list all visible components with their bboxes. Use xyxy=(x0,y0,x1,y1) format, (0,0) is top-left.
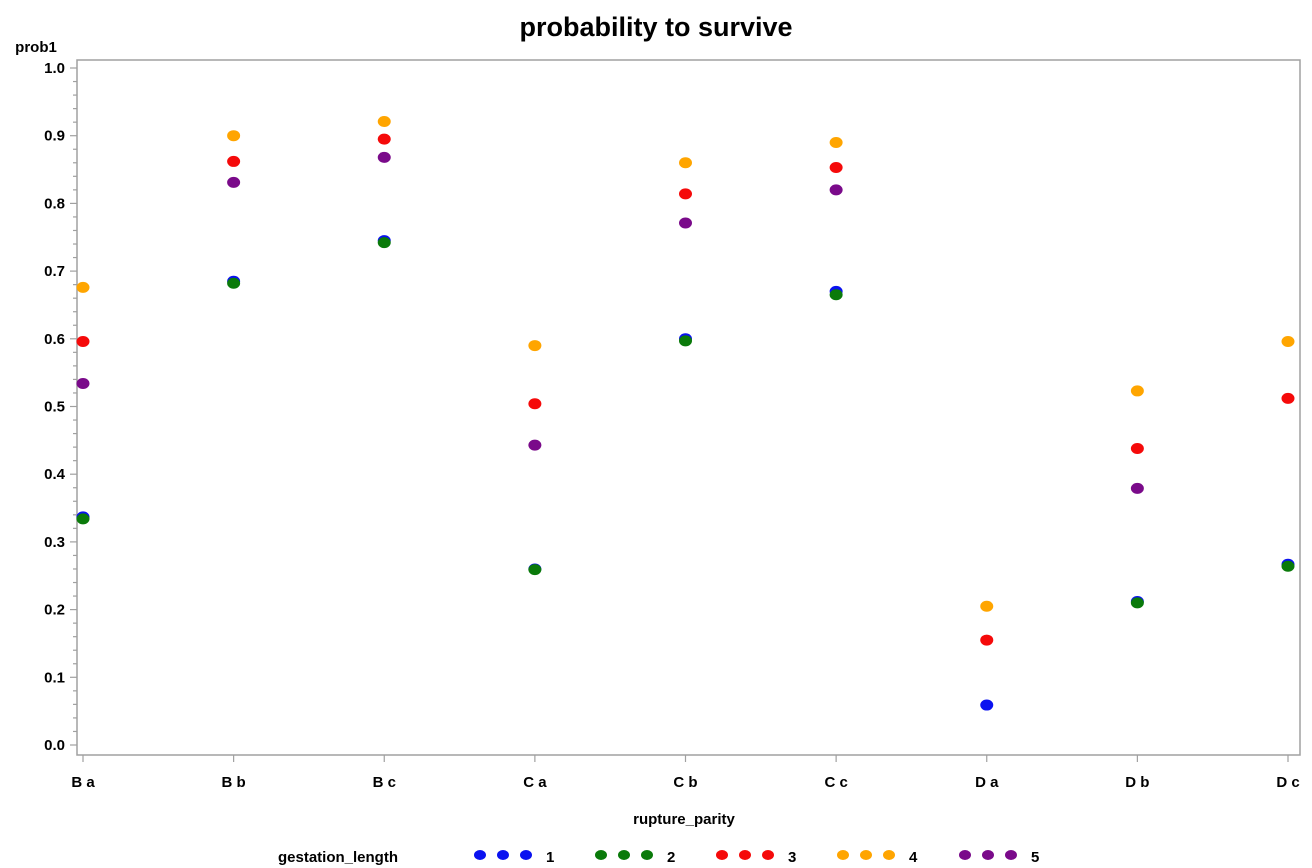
data-point-series-2 xyxy=(76,513,90,525)
data-point-series-2 xyxy=(1130,597,1144,609)
data-point-series-3 xyxy=(528,398,542,410)
y-axis-label: prob1 xyxy=(15,39,57,56)
legend: gestation_length 1 2 3 4 5 xyxy=(278,849,1039,866)
legend-label-4: 4 xyxy=(909,849,918,866)
legend-marker-5 xyxy=(1005,850,1017,860)
y-tick-label: 0.6 xyxy=(44,331,65,348)
data-point-series-4 xyxy=(227,130,241,142)
data-point-series-3 xyxy=(377,133,391,145)
y-tick-label: 0.4 xyxy=(44,466,66,483)
x-tick-label: B a xyxy=(71,774,95,791)
data-point-series-2 xyxy=(679,335,692,347)
data-point-series-2 xyxy=(1281,560,1295,572)
legend-label-5: 5 xyxy=(1031,849,1039,866)
y-tick-label: 0.5 xyxy=(44,399,65,416)
legend-marker-3 xyxy=(762,850,774,860)
data-point-series-3 xyxy=(829,162,843,174)
data-point-series-5 xyxy=(528,439,542,451)
legend-marker-1 xyxy=(474,850,486,860)
data-point-series-5 xyxy=(76,377,90,389)
legend-label-3: 3 xyxy=(788,849,796,866)
data-point-series-4 xyxy=(528,340,542,352)
data-point-series-2 xyxy=(377,237,391,249)
data-point-series-4 xyxy=(1281,336,1295,348)
data-point-series-1 xyxy=(980,699,994,711)
data-point-series-5 xyxy=(1130,482,1144,494)
legend-marker-2 xyxy=(618,850,630,860)
data-point-series-2 xyxy=(829,289,843,301)
y-tick-label: 0.9 xyxy=(44,128,65,145)
y-tick-label: 0.0 xyxy=(44,737,65,754)
legend-label-1: 1 xyxy=(546,849,554,866)
legend-title: gestation_length xyxy=(278,849,398,866)
x-tick-label: C b xyxy=(673,774,697,791)
legend-marker-4 xyxy=(883,850,895,860)
x-tick-label: C a xyxy=(523,774,547,791)
y-tick-label: 0.1 xyxy=(44,669,65,686)
x-tick-label: D c xyxy=(1276,774,1299,791)
data-point-series-5 xyxy=(377,151,391,163)
legend-marker-2 xyxy=(641,850,653,860)
y-tick-label: 0.8 xyxy=(44,195,65,212)
data-point-series-2 xyxy=(528,564,542,576)
data-point-series-3 xyxy=(227,155,241,167)
data-point-series-4 xyxy=(76,281,90,293)
y-tick-label: 0.2 xyxy=(44,602,65,619)
x-tick-label: B b xyxy=(222,774,246,791)
x-tick-label: D a xyxy=(975,774,999,791)
plot-frame xyxy=(76,59,1301,756)
data-point-series-4 xyxy=(980,600,994,612)
legend-marker-3 xyxy=(716,850,728,860)
data-point-series-5 xyxy=(829,184,843,196)
legend-marker-3 xyxy=(739,850,751,860)
data-points xyxy=(76,115,1295,711)
y-tick-label: 0.7 xyxy=(44,263,65,280)
data-point-series-4 xyxy=(829,136,843,148)
x-tick-label: C c xyxy=(824,774,847,791)
legend-marker-1 xyxy=(520,850,532,860)
x-tick-label: D b xyxy=(1125,774,1149,791)
data-point-series-3 xyxy=(1130,442,1144,454)
data-point-series-4 xyxy=(377,115,391,127)
legend-marker-2 xyxy=(595,850,607,860)
data-point-series-3 xyxy=(679,188,692,200)
y-tick-label: 0.3 xyxy=(44,534,65,551)
data-point-series-4 xyxy=(1130,385,1144,397)
legend-label-2: 2 xyxy=(667,849,675,866)
legend-marker-1 xyxy=(497,850,509,860)
chart-title: probability to survive xyxy=(519,12,792,42)
legend-marker-5 xyxy=(982,850,994,860)
data-point-series-5 xyxy=(227,176,241,188)
data-point-series-4 xyxy=(679,157,692,169)
data-point-series-3 xyxy=(980,634,994,646)
data-point-series-2 xyxy=(227,277,241,289)
x-axis-label: rupture_parity xyxy=(633,811,735,828)
legend-marker-4 xyxy=(860,850,872,860)
x-tick-label: B c xyxy=(373,774,396,791)
legend-marker-4 xyxy=(837,850,849,860)
y-tick-label: 1.0 xyxy=(44,60,65,77)
data-point-series-5 xyxy=(679,217,692,229)
data-point-series-3 xyxy=(76,336,90,348)
legend-marker-5 xyxy=(959,850,971,860)
data-point-series-3 xyxy=(1281,392,1295,404)
y-axis: 0.0 0.1 0.2 0.3 0.4 0.5 0.6 0.7 0.8 0.9 1.0 xyxy=(44,60,77,754)
